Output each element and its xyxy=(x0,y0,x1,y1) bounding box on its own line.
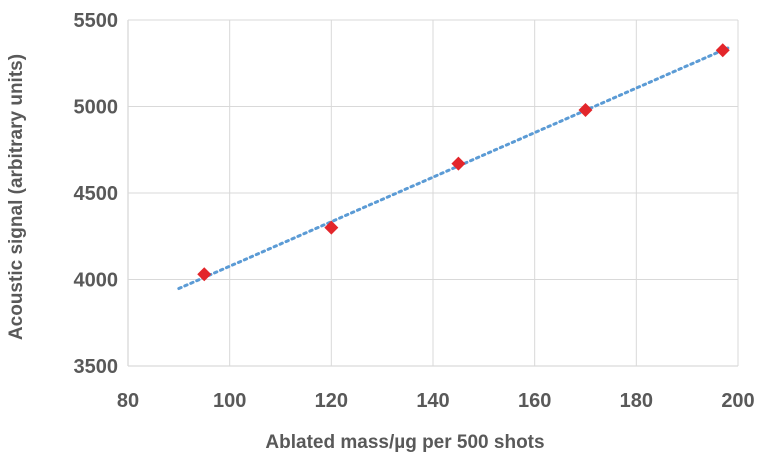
y-tick-label: 4000 xyxy=(74,270,119,292)
y-tick-label: 5000 xyxy=(74,97,119,119)
data-point xyxy=(715,43,730,58)
data-points xyxy=(197,43,730,282)
data-point xyxy=(451,156,466,171)
x-tick-label: 120 xyxy=(315,390,348,412)
trendline xyxy=(177,46,730,291)
x-tick-label: 200 xyxy=(721,390,754,412)
data-point xyxy=(197,267,212,282)
x-tick-label: 160 xyxy=(518,390,551,412)
y-tick-labels: 3500 4000 4500 5000 5500 xyxy=(74,10,119,378)
y-tick-label: 3500 xyxy=(74,356,119,378)
trendline-layer xyxy=(177,46,730,291)
x-tick-labels: 80 100 120 140 160 180 200 xyxy=(117,390,755,412)
gridlines xyxy=(128,19,739,366)
x-tick-label: 180 xyxy=(620,390,653,412)
y-tick-label: 4500 xyxy=(74,183,119,205)
axes xyxy=(127,20,738,367)
x-tick-label: 140 xyxy=(416,390,449,412)
x-tick-label: 80 xyxy=(117,390,139,412)
x-tick-label: 100 xyxy=(213,390,246,412)
y-axis-title: Acoustic signal (arbitrary units) xyxy=(6,54,27,340)
data-point xyxy=(324,220,339,235)
y-tick-label: 5500 xyxy=(74,10,119,32)
x-axis-title: Ablated mass/µg per 500 shots xyxy=(265,432,544,453)
data-point xyxy=(578,102,593,117)
